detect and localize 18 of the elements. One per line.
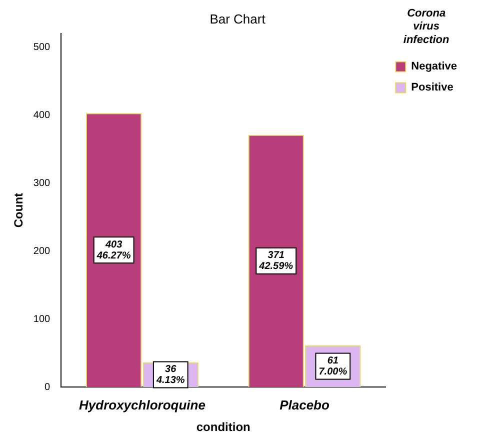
legend-title: Corona virus infection: [403, 8, 450, 46]
data-label: 36 4.13%: [155, 364, 185, 386]
y-tick-label: 300: [33, 178, 51, 189]
y-tick-label: 0: [44, 382, 51, 393]
data-label: 61 7.00%: [318, 356, 348, 378]
data-label: 371 42.59%: [258, 250, 294, 272]
legend-label: Negative: [411, 60, 458, 73]
y-tick-label: 500: [33, 42, 51, 53]
data-label: 403 46.27%: [96, 239, 131, 262]
chart-title: Bar Chart: [210, 11, 266, 26]
x-axis-title: condition: [196, 420, 250, 434]
legend-label: Positive: [411, 82, 454, 94]
y-tick-label: 200: [33, 246, 51, 257]
y-axis-title: Count: [12, 192, 26, 228]
x-tick-label: Hydroxychloroquine: [79, 397, 206, 412]
y-tick-label: 100: [33, 314, 51, 325]
x-tick-label: Placebo: [280, 397, 330, 412]
y-tick-label: 400: [33, 110, 51, 121]
